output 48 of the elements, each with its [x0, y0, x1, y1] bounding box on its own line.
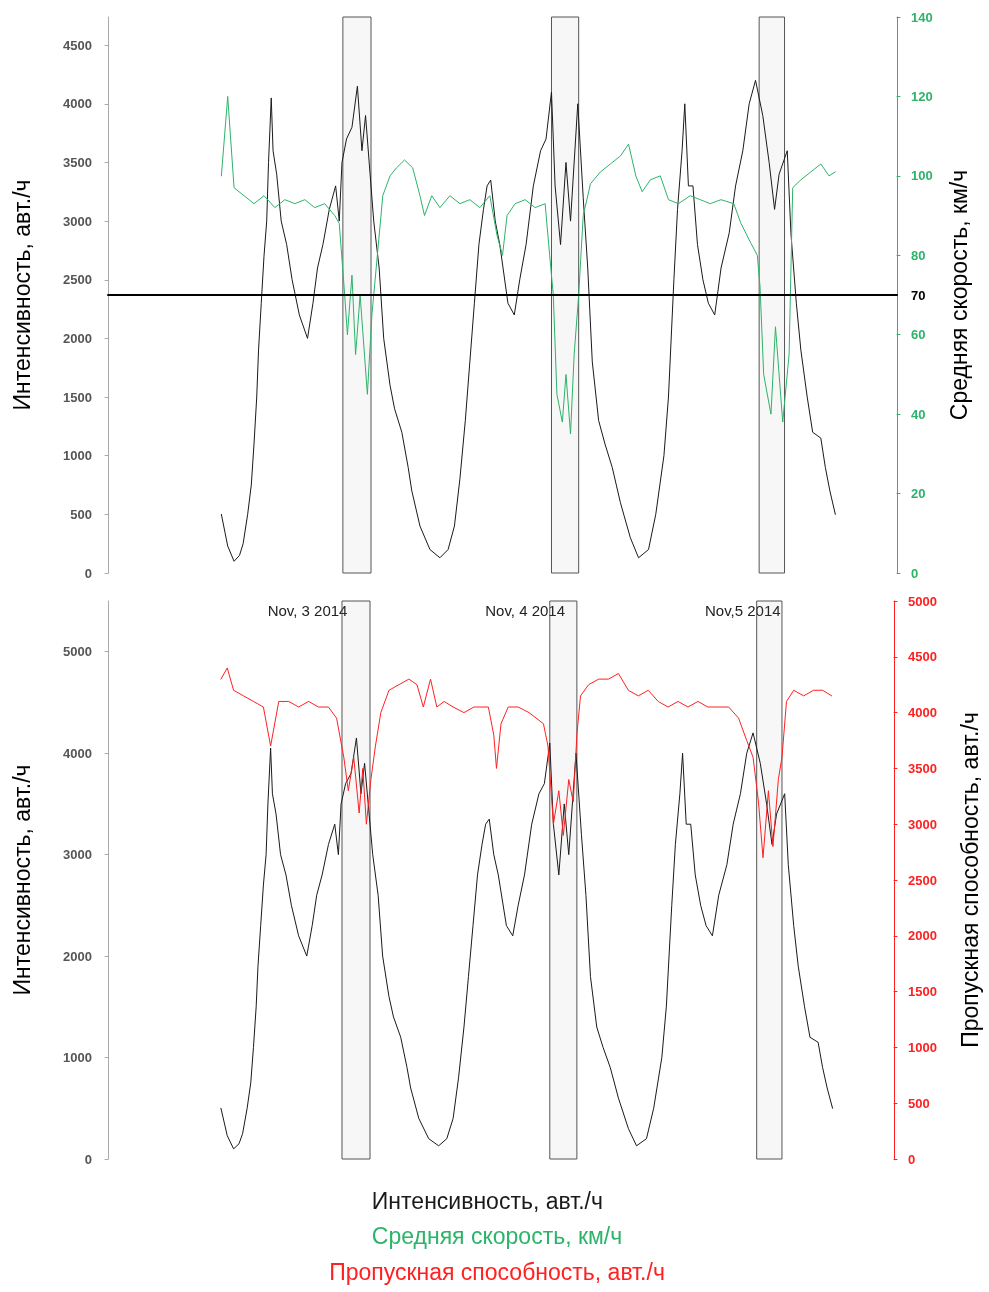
line-series	[220, 79, 836, 562]
text: Пропускная способность, авт./ч	[329, 1258, 665, 1285]
y2-tick-label: 1000	[908, 1039, 937, 1055]
y2-tick-label: 2500	[908, 872, 937, 888]
y2-tick-label: 0	[911, 565, 919, 581]
y-tick-label: 4000	[63, 745, 92, 761]
y2-tick-label: 80	[911, 247, 926, 263]
x-tick-label: Nov, 3 2014	[267, 602, 348, 619]
y2-tick-label: 100	[911, 168, 933, 184]
y2-tick-label: 4000	[908, 705, 937, 721]
y2-tick-label: 20	[911, 486, 926, 502]
y-tick-label: 3500	[63, 154, 92, 170]
y2-tick-label: 500	[908, 1095, 930, 1111]
y-tick-label: 1000	[63, 448, 92, 464]
line-series	[220, 95, 836, 435]
ref-line-label: 70	[911, 287, 926, 303]
line-series	[220, 667, 833, 859]
y-axis-title: Интенсивность, авт./ч	[8, 179, 35, 411]
y-tick-label: 2000	[63, 948, 92, 964]
y2-tick-label: 3000	[908, 816, 937, 832]
y2-tick-label: 1500	[908, 984, 937, 1000]
y2-tick-label: 40	[911, 406, 926, 422]
y-tick-label: 2500	[63, 272, 92, 288]
text: Средняя скорость, км/ч	[371, 1222, 623, 1249]
y-tick-label: 0	[84, 1151, 92, 1167]
y-tick-label: 3000	[63, 847, 92, 863]
y2-tick-label: 120	[911, 88, 933, 104]
y-tick-label: 2000	[63, 330, 92, 346]
y-tick-label: 5000	[63, 644, 92, 660]
line-series	[220, 732, 834, 1150]
y2-tick-label: 60	[911, 327, 926, 343]
y2-tick-label: 3500	[908, 760, 937, 776]
y-tick-label: 500	[70, 506, 92, 522]
y2-tick-label: 0	[908, 1151, 916, 1167]
y-tick-label: 4000	[63, 96, 92, 112]
y-tick-label: 1000	[63, 1050, 92, 1066]
y2-axis-title: Пропускная способность, авт./ч	[956, 712, 983, 1048]
y2-tick-label: 4500	[908, 649, 937, 665]
y-tick-label: 3000	[63, 213, 92, 229]
y2-tick-label: 5000	[908, 593, 937, 609]
y-tick-label: 4500	[63, 37, 92, 53]
y-tick-label: 1500	[63, 389, 92, 405]
text: Интенсивность, авт./ч	[371, 1187, 603, 1214]
y2-tick-label: 2000	[908, 928, 937, 944]
y-tick-label: 0	[84, 565, 92, 581]
y2-axis-title: Средняя скорость, км/ч	[945, 169, 972, 421]
y-axis-title: Интенсивность, авт./ч	[8, 764, 35, 996]
y2-tick-label: 140	[911, 9, 933, 25]
